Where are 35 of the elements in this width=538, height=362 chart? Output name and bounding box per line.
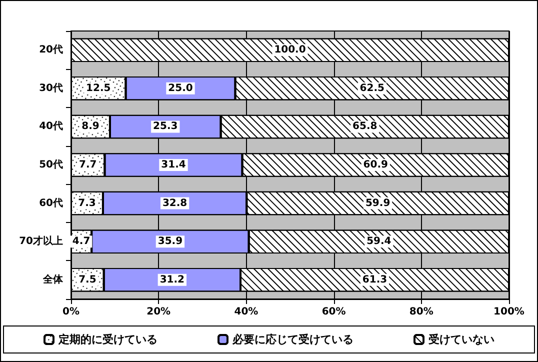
y-tick-label: 50代 <box>39 158 63 170</box>
data-label: 25.3 <box>153 121 178 132</box>
y-tick-label: 全体 <box>42 273 64 286</box>
y-tick-label: 40代 <box>39 120 63 132</box>
y-tick-label: 30代 <box>39 82 63 94</box>
data-label: 7.7 <box>79 160 97 170</box>
data-label: 25.0 <box>168 82 193 94</box>
data-label: 59.4 <box>366 236 392 248</box>
x-tick-label: 0% <box>62 306 80 318</box>
x-tick-label: 40% <box>234 306 258 318</box>
data-label: 61.3 <box>362 274 388 286</box>
data-label: 7.5 <box>78 274 96 286</box>
data-label: 60.9 <box>363 160 388 170</box>
data-label: 31.2 <box>160 274 185 286</box>
legend-label: 定期的に受けている <box>58 333 158 346</box>
x-tick-label: 60% <box>322 306 346 318</box>
data-label: 4.7 <box>72 236 90 248</box>
x-tick-label: 100% <box>494 306 524 318</box>
data-label: 7.3 <box>78 198 96 209</box>
x-tick-label: 20% <box>146 306 171 318</box>
data-label: 59.9 <box>365 198 390 209</box>
data-label: 32.8 <box>162 198 188 209</box>
y-tick-label: 20代 <box>39 44 63 56</box>
data-label: 100.0 <box>274 44 306 56</box>
data-label: 65.8 <box>352 121 378 132</box>
legend-label: 必要に応じて受けている <box>232 333 354 346</box>
data-label: 62.5 <box>360 82 384 94</box>
data-label: 35.9 <box>158 236 183 248</box>
x-tick-label: 80% <box>409 306 434 318</box>
data-label: 31.4 <box>161 160 186 170</box>
data-label: 12.5 <box>86 82 111 94</box>
data-label: 8.9 <box>82 121 100 132</box>
y-tick-label: 60代 <box>39 196 63 209</box>
legend-label: 受けていない <box>428 333 494 346</box>
y-tick-label: 70才以上 <box>19 235 63 248</box>
